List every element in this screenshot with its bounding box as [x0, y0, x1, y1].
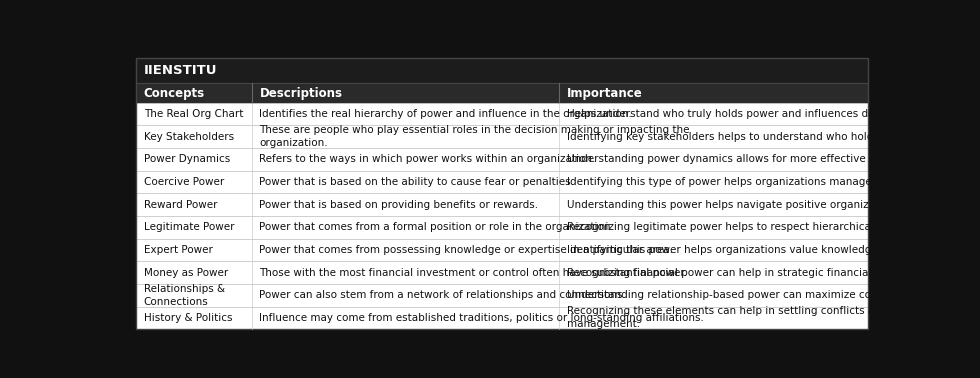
Bar [136, 59, 868, 84]
Text: Helps understand who truly holds power and influences decisions within the organ: Helps understand who truly holds power a… [567, 109, 980, 119]
Text: Power can also stem from a network of relationships and connections.: Power can also stem from a network of re… [260, 290, 626, 300]
Text: Identifying key stakeholders helps to understand who holds the maximum power and: Identifying key stakeholders helps to un… [567, 132, 980, 142]
Bar [136, 239, 868, 261]
Bar [136, 84, 868, 103]
Text: Reward Power: Reward Power [144, 200, 218, 210]
Bar [136, 216, 868, 239]
Text: Those with the most financial investment or control often have substantial power: Those with the most financial investment… [260, 268, 688, 277]
Bar [136, 307, 868, 329]
Bar [136, 148, 868, 171]
Bar [136, 194, 868, 216]
Text: Relationships &
Connections: Relationships & Connections [144, 284, 224, 307]
Text: Refers to the ways in which power works within an organization.: Refers to the ways in which power works … [260, 155, 596, 164]
Text: Identifying this power helps organizations value knowledge and skills.: Identifying this power helps organizatio… [567, 245, 933, 255]
Text: Influence may come from established traditions, politics or long-standing affili: Influence may come from established trad… [260, 313, 705, 323]
Text: History & Politics: History & Politics [144, 313, 232, 323]
Bar [136, 125, 868, 148]
Text: These are people who play essential roles in the decision making or impacting th: These are people who play essential role… [260, 125, 690, 148]
Text: Understanding this power helps navigate positive organizational behaviors.: Understanding this power helps navigate … [567, 200, 962, 210]
Text: Power Dynamics: Power Dynamics [144, 155, 230, 164]
Text: IIENSTITU: IIENSTITU [144, 64, 218, 77]
Text: Key Stakeholders: Key Stakeholders [144, 132, 234, 142]
Text: Identifying this type of power helps organizations manage conflict and power str: Identifying this type of power helps org… [567, 177, 980, 187]
Text: The Real Org Chart: The Real Org Chart [144, 109, 243, 119]
Text: Concepts: Concepts [144, 87, 205, 100]
Bar [136, 103, 868, 125]
Text: Recognizing financial power can help in strategic financial decisions.: Recognizing financial power can help in … [567, 268, 927, 277]
Text: Power that is based on the ability to cause fear or penalties.: Power that is based on the ability to ca… [260, 177, 574, 187]
Text: Understanding relationship-based power can maximize collaboration and networking: Understanding relationship-based power c… [567, 290, 980, 300]
Text: Understanding power dynamics allows for more effective decision making and probl: Understanding power dynamics allows for … [567, 155, 980, 164]
Text: Importance: Importance [567, 87, 643, 100]
Text: Legitimate Power: Legitimate Power [144, 222, 234, 232]
Text: Recognizing legitimate power helps to respect hierarchical lines and formal resp: Recognizing legitimate power helps to re… [567, 222, 980, 232]
Bar [136, 284, 868, 307]
Text: Expert Power: Expert Power [144, 245, 213, 255]
Text: Power that comes from a formal position or role in the organization.: Power that comes from a formal position … [260, 222, 614, 232]
Text: Recognizing these elements can help in settling conflicts and in organizational : Recognizing these elements can help in s… [567, 307, 980, 329]
Bar [136, 171, 868, 194]
Text: Money as Power: Money as Power [144, 268, 228, 277]
Text: Descriptions: Descriptions [260, 87, 342, 100]
Text: Coercive Power: Coercive Power [144, 177, 224, 187]
Text: Power that comes from possessing knowledge or expertise in a particular area.: Power that comes from possessing knowled… [260, 245, 673, 255]
Text: Identifies the real hierarchy of power and influence in the organization.: Identifies the real hierarchy of power a… [260, 109, 632, 119]
Text: Power that is based on providing benefits or rewards.: Power that is based on providing benefit… [260, 200, 539, 210]
Bar [136, 261, 868, 284]
